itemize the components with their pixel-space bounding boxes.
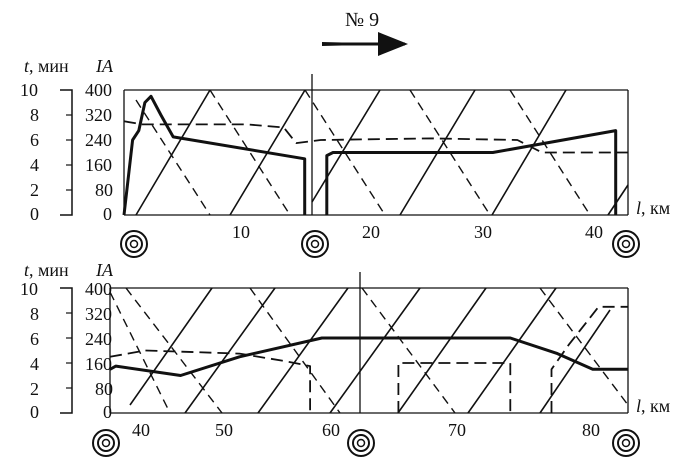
run-line [468,288,556,413]
run-line [330,288,420,413]
top-ia-tick: 160 [85,155,112,175]
dashed-run-line [210,90,290,215]
bottom-panel: t, мин IA 10 8 6 4 2 0 400 320 240 160 8… [20,260,670,456]
top-t-tick: 6 [30,130,39,150]
bottom-t-ticks: 10 8 6 4 2 0 [20,279,39,422]
bottom-km-tick: 50 [215,420,233,440]
bottom-ia-tick: 240 [85,329,112,349]
bottom-dashed-current-curve-3 [552,307,629,413]
bottom-km-tick: 60 [322,420,340,440]
dashed-run-line [126,288,222,413]
bottom-solid-current-curve-0 [110,338,628,376]
bottom-t-tick: 8 [30,304,39,324]
top-ia-tick: 320 [85,105,112,125]
bottom-ia-axis-label: IA [95,260,114,280]
top-panel: t, мин IA 10 8 6 4 2 0 400 320 240 160 8… [20,56,670,257]
run-line [398,288,486,413]
top-ia-axis-label: IA [95,56,114,76]
bottom-ia-ticks: 400 320 240 160 80 0 [85,279,113,422]
bottom-tick-bracket [60,288,72,413]
train-number-label: № 9 [345,9,379,31]
top-solid-current-curve-0 [124,96,305,215]
top-ia-tick: 400 [85,80,112,100]
run-line [608,185,628,215]
bottom-km-tick: 80 [582,420,600,440]
top-ia-tick: 0 [103,204,112,224]
top-t-tick: 8 [30,105,39,125]
top-tick-bracket [60,90,72,215]
top-ia-ticks: 400 320 240 160 80 0 [85,80,113,224]
run-line [312,90,380,202]
top-km-tick: 40 [585,222,603,242]
run-line [136,90,210,215]
top-t-tick: 0 [30,204,39,224]
dashed-run-line [110,292,170,413]
dashed-run-line [540,288,628,405]
bottom-t-tick: 10 [20,279,38,299]
bottom-x-axis-label: l, км [636,396,670,416]
bottom-run-lines [130,288,610,413]
bottom-km-tick: 40 [132,420,150,440]
station-icon [348,430,374,456]
top-dashed-current-curve-2 [124,121,628,152]
bottom-t-tick: 2 [30,379,39,399]
bottom-ia-tick: 400 [85,279,112,299]
bottom-t-axis-label: t, мин [24,260,69,280]
top-km-tick: 30 [474,222,492,242]
top-x-axis-label: l, км [636,198,670,218]
top-ia-tick: 240 [85,130,112,150]
top-solid-current-curve-1 [327,131,616,215]
run-line [130,288,212,405]
station-icon [302,231,328,257]
top-t-tick: 2 [30,180,39,200]
bottom-t-tick: 4 [30,354,39,374]
bottom-km-tick: 70 [448,420,466,440]
bottom-t-tick: 6 [30,329,39,349]
bottom-ia-tick: 320 [85,304,112,324]
top-km-tick: 10 [232,222,250,242]
bottom-t-tick: 0 [30,402,39,422]
top-t-ticks: 10 8 6 4 2 0 [20,80,39,224]
station-icon [121,231,147,257]
top-t-tick: 4 [30,155,39,175]
station-icon [613,231,639,257]
top-t-tick: 10 [20,80,38,100]
station-icon [93,430,119,456]
top-t-axis-label: t, мин [24,56,69,76]
station-icon [613,430,639,456]
top-km-tick: 20 [362,222,380,242]
bottom-ia-tick: 160 [85,354,112,374]
top-ia-tick: 80 [95,180,113,200]
